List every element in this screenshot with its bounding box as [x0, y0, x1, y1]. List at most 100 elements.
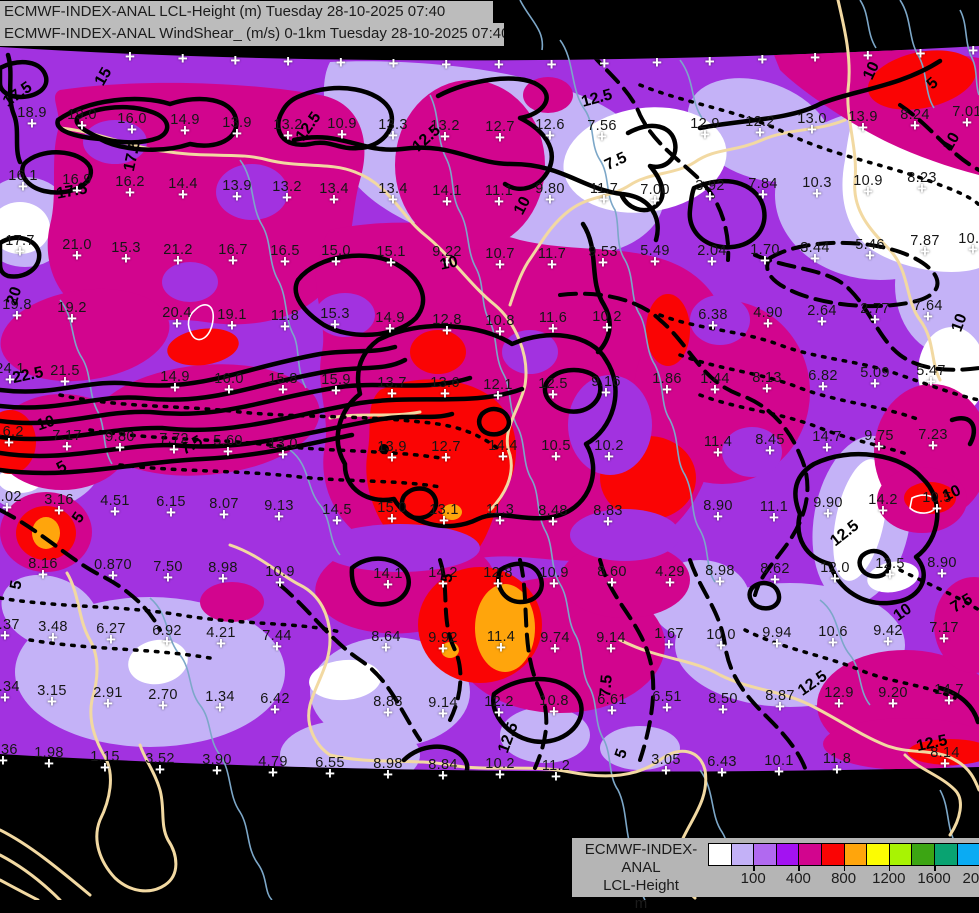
grid-cross: + — [44, 754, 54, 774]
grid-cross: + — [494, 703, 504, 723]
grid-cross: + — [888, 694, 898, 714]
grid-cross: + — [180, 121, 190, 141]
grid-cross: + — [125, 47, 135, 67]
legend-text: ECMWF-INDEX-ANAL LCL-Height m — [576, 841, 706, 913]
grid-cross: + — [441, 55, 451, 75]
legend-swatch — [821, 843, 845, 866]
grid-cross: + — [928, 436, 938, 456]
grid-cross: + — [115, 438, 125, 458]
grid-cross: + — [757, 50, 767, 70]
grid-cross: + — [172, 314, 182, 334]
grid-cross: + — [278, 380, 288, 400]
legend-swatch — [708, 843, 732, 866]
grid-cross: + — [383, 703, 393, 723]
grid-cross: + — [650, 252, 660, 272]
grid-cross: + — [870, 374, 880, 394]
grid-cross: + — [228, 251, 238, 271]
grid-cross: + — [223, 442, 233, 462]
grid-cross: + — [664, 635, 674, 655]
grid-cross: + — [388, 190, 398, 210]
grid-cross: + — [917, 179, 927, 199]
grid-cross: + — [283, 126, 293, 146]
grid-cross: + — [923, 307, 933, 327]
contour-label: 12.5 — [580, 86, 615, 111]
grid-cross: + — [0, 688, 10, 708]
grid-cross: + — [708, 316, 718, 336]
grid-cross: + — [438, 639, 448, 659]
grid-cross: + — [60, 372, 70, 392]
grid-cross: + — [883, 632, 893, 652]
grid-cross: + — [283, 52, 293, 72]
title-line-2: ECMWF-INDEX-ANAL WindShear_ (m/s) 0-1km … — [0, 23, 504, 46]
grid-cross: + — [337, 125, 347, 145]
grid-cross: + — [772, 634, 782, 654]
grid-cross: + — [2, 498, 12, 518]
legend-swatch — [957, 843, 979, 866]
contour-label: 15 — [92, 65, 116, 89]
grid-cross: + — [387, 384, 397, 404]
grid-cross: + — [760, 251, 770, 271]
grid-cross: + — [47, 692, 57, 712]
grid-cross: + — [331, 381, 341, 401]
grid-cross: + — [178, 49, 188, 69]
grid-cross: + — [442, 321, 452, 341]
grid-cross: + — [601, 383, 611, 403]
grid-cross: + — [810, 249, 820, 269]
grid-cross: + — [944, 691, 954, 711]
grid-cross: + — [710, 380, 720, 400]
legend-tick-label: 1600 — [917, 870, 950, 887]
grid-cross: + — [545, 190, 555, 210]
grid-cross: + — [715, 572, 725, 592]
grid-cross: + — [807, 120, 817, 140]
grid-cross: + — [103, 694, 113, 714]
grid-cross: + — [178, 185, 188, 205]
grid-cross: + — [718, 700, 728, 720]
contour-label: 12.5 — [293, 109, 326, 145]
grid-cross: + — [27, 114, 37, 134]
grid-cross: + — [818, 377, 828, 397]
contour-label: 10 — [891, 601, 916, 626]
grid-cross: + — [607, 573, 617, 593]
grid-cross: + — [72, 246, 82, 266]
legend-swatch — [753, 843, 777, 866]
contour-label: 10 — [511, 194, 535, 218]
grid-cross: + — [270, 700, 280, 720]
grid-cross: + — [494, 192, 504, 212]
grid-cross: + — [15, 242, 25, 262]
grid-cross: + — [834, 694, 844, 714]
grid-cross: + — [212, 761, 222, 781]
contour-label: 10 — [438, 253, 459, 274]
grid-cross: + — [67, 309, 77, 329]
grid-cross: + — [713, 507, 723, 527]
grid-cross: + — [387, 448, 397, 468]
grid-cross: + — [224, 380, 234, 400]
grid-cross: + — [770, 570, 780, 590]
grid-cross: + — [440, 384, 450, 404]
grid-cross: + — [275, 573, 285, 593]
grid-cross: + — [604, 447, 614, 467]
grid-cross: + — [940, 754, 950, 774]
grid-cross: + — [218, 569, 228, 589]
grid-cross: + — [548, 512, 558, 532]
grid-cross: + — [162, 632, 172, 652]
legend-unit: m — [576, 895, 706, 913]
grid-cross: + — [495, 322, 505, 342]
grid-cross: + — [108, 566, 118, 586]
grid-cross: + — [495, 255, 505, 275]
grid-cross: + — [830, 569, 840, 589]
grid-cross: + — [282, 188, 292, 208]
grid-cross: + — [551, 767, 561, 787]
grid-cross: + — [547, 255, 557, 275]
grid-cross: + — [916, 44, 926, 64]
grid-cross: + — [812, 184, 822, 204]
legend-swatch — [844, 843, 868, 866]
grid-cross: + — [0, 626, 10, 646]
grid-cross: + — [330, 315, 340, 335]
contour-label: 7.5 — [948, 591, 976, 618]
grid-cross: + — [100, 758, 110, 778]
grid-cross: + — [110, 502, 120, 522]
grid-cross: + — [274, 507, 284, 527]
grid-cross: + — [48, 628, 58, 648]
grid-cross: + — [599, 54, 609, 74]
